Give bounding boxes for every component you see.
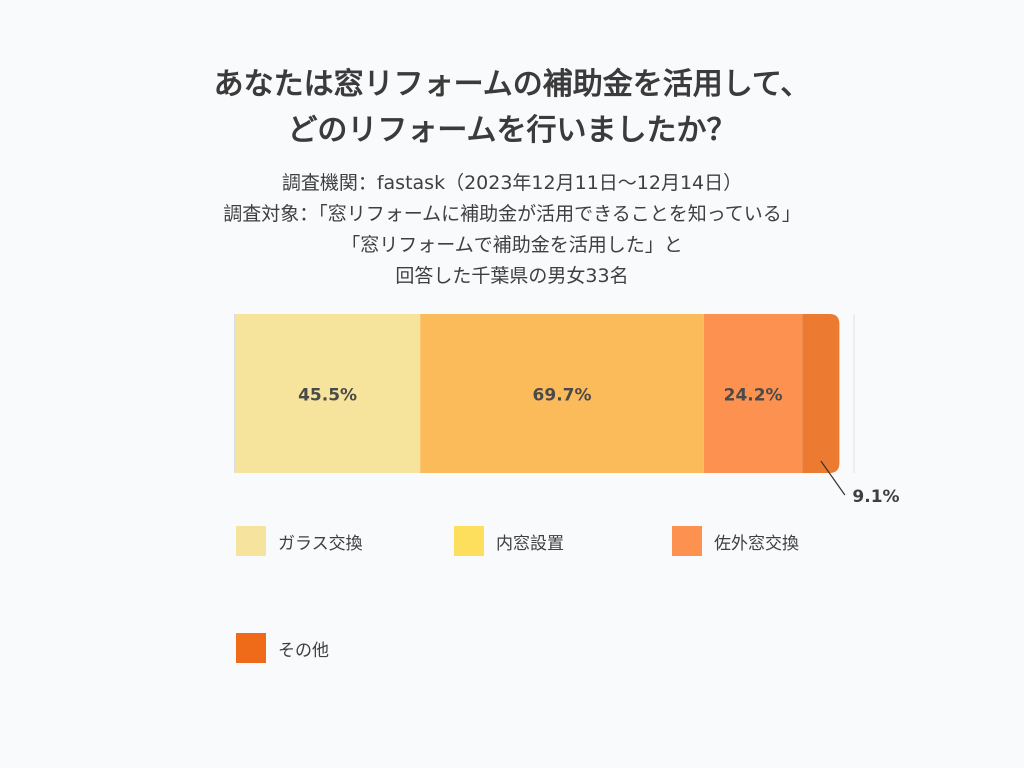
legend-item-2: 内窓設置 (454, 526, 564, 556)
title-line-1: あなたは窓リフォームの補助金を活用して、 (213, 67, 811, 102)
legend-swatch (672, 526, 702, 556)
legend-label: その他 (278, 640, 329, 661)
legend-swatch (236, 526, 266, 556)
survey-info: 調査機関：fastask（2023年12月11日〜12月14日） 調査対象：「窓… (0, 168, 1024, 292)
legend-item-3: 佐外窓交換 (672, 526, 799, 556)
legend-item-4: その他 (236, 633, 329, 663)
survey-respondents-line: 回答した千葉県の男女33名 (395, 265, 629, 287)
data-label-4: 9.1% (852, 487, 899, 507)
bar-segment-2 (420, 314, 704, 473)
title-line-2: どのリフォームを行いましたか？ (287, 113, 737, 148)
legend-label: ガラス交換 (278, 533, 363, 554)
legend-label: 内窓設置 (496, 533, 564, 554)
data-label-2: 69.7% (533, 386, 592, 406)
data-label-3: 24.2% (724, 386, 783, 406)
chart-title: あなたは窓リフォームの補助金を活用して、 どのリフォームを行いましたか？ (0, 62, 1024, 154)
legend-label: 佐外窓交換 (714, 533, 799, 554)
bar-segment-4 (802, 314, 840, 473)
bar-segment-3 (703, 314, 803, 473)
legend-swatch (236, 633, 266, 663)
legend-item-1: ガラス交換 (236, 526, 363, 556)
stacked-bar-chart: 45.5% 69.7% 24.2% 9.1% (234, 314, 900, 507)
leader-line (820, 460, 846, 496)
survey-org-line: 調査機関：fastask（2023年12月11日〜12月14日） (281, 172, 743, 194)
survey-target-line-2: 「窓リフォームで補助金を活用した」と (341, 234, 683, 256)
data-label-1: 45.5% (298, 386, 357, 406)
legend-swatch (454, 526, 484, 556)
survey-target-line: 調査対象：「窓リフォームに補助金が活用できることを知っている」 (223, 203, 801, 225)
bar-segment-1 (235, 314, 421, 473)
